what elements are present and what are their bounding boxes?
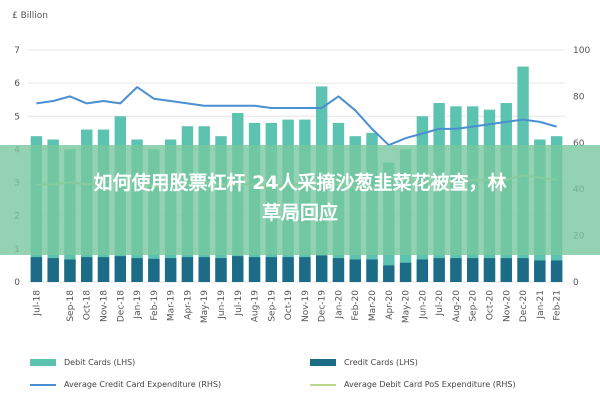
bar-credit xyxy=(215,258,227,282)
bar-credit xyxy=(64,259,76,282)
x-tick-label: Oct-20 xyxy=(486,290,496,321)
legend-item-debit: Debit Cards (LHS) xyxy=(30,358,135,367)
x-tick-label: Oct-18 xyxy=(83,290,93,321)
x-tick-label: Dec-18 xyxy=(116,290,126,322)
line-credit-avg xyxy=(36,86,557,147)
x-tick-label: Dec-19 xyxy=(318,290,328,322)
headline-overlay xyxy=(0,145,600,255)
x-tick-label: May-19 xyxy=(200,290,210,323)
legend-label-credit: Credit Cards (LHS) xyxy=(344,358,418,367)
legend-swatch-credit xyxy=(310,359,336,366)
x-tick-label: Jan-19 xyxy=(133,290,143,320)
legend-label-debit: Debit Cards (LHS) xyxy=(64,358,136,367)
legend-swatch-debit xyxy=(30,359,56,366)
bar-credit xyxy=(265,257,278,282)
bar-credit xyxy=(47,258,59,282)
bar-credit xyxy=(81,257,93,282)
x-tick-label: Jul-20 xyxy=(435,290,445,317)
x-tick-label: Dec-20 xyxy=(519,290,529,322)
bar-credit xyxy=(282,257,294,282)
x-tick-label: Sep-19 xyxy=(267,290,277,322)
bar-credit xyxy=(366,259,378,282)
bar-credit xyxy=(131,258,143,282)
bar-credit xyxy=(232,256,244,282)
y-right-tick-label: 80 xyxy=(573,92,585,102)
bar-credit xyxy=(299,257,311,282)
bar-credit xyxy=(383,265,395,282)
legend-item-credit-avg: Average Credit Card Expenditure (RHS) xyxy=(30,380,221,389)
x-tick-label: Apr-19 xyxy=(183,290,193,320)
bar-credit xyxy=(483,258,496,282)
x-tick-label: May-20 xyxy=(402,290,412,323)
x-tick-label: Aug-20 xyxy=(452,290,462,323)
x-tick-label: Sep-20 xyxy=(469,290,479,322)
x-tick-label: Jun-19 xyxy=(217,290,227,320)
bar-credit xyxy=(181,257,194,282)
x-tick-label: Jun-20 xyxy=(418,290,428,320)
y-left-tick-label: 6 xyxy=(14,79,20,89)
y-right-tick-label: 0 xyxy=(573,278,579,288)
y-left-tick-label: 7 xyxy=(14,46,20,56)
bar-credit xyxy=(399,262,412,282)
axes: 01234567020406080100Jul-18Sep-18Oct-18No… xyxy=(14,46,590,323)
bar-credit xyxy=(534,260,546,282)
x-tick-label: Nov-18 xyxy=(100,290,110,322)
bar-credit xyxy=(466,258,479,282)
x-tick-label: Feb-21 xyxy=(553,290,563,321)
x-tick-label: Mar-20 xyxy=(368,290,378,321)
x-tick-label: Aug-19 xyxy=(251,290,261,323)
x-tick-label: Nov-20 xyxy=(502,290,512,322)
legend: Debit Cards (LHS) Credit Cards (LHS) Ave… xyxy=(30,358,590,398)
bar-credit xyxy=(500,258,512,282)
y-left-tick-label: 0 xyxy=(14,278,20,288)
bar-credit xyxy=(416,259,429,282)
x-tick-label: Jul-18 xyxy=(32,290,42,317)
legend-item-credit: Credit Cards (LHS) xyxy=(310,358,418,367)
bar-credit xyxy=(315,255,328,282)
bar-credit xyxy=(164,258,177,282)
bar-credit xyxy=(248,257,261,282)
legend-swatch-debit-avg xyxy=(310,383,336,386)
y-right-tick-label: 60 xyxy=(573,139,585,149)
headline-line-2: 草局回应 xyxy=(261,202,338,224)
bar-credit xyxy=(198,257,210,282)
bar-credit xyxy=(332,258,345,282)
bar-credit xyxy=(97,257,110,282)
bar-credit xyxy=(450,258,462,282)
headline-text: 如何使用股票杠杆 24人采摘沙葱韭菜花被查，林 草局回应 xyxy=(10,168,590,228)
x-tick-label: Sep-18 xyxy=(66,290,76,322)
bar-credit xyxy=(148,258,160,282)
x-tick-label: Feb-19 xyxy=(150,290,160,321)
y-right-tick-label: 100 xyxy=(573,46,590,56)
bar-credit xyxy=(517,258,529,282)
legend-label-credit-avg: Average Credit Card Expenditure (RHS) xyxy=(64,380,222,389)
bar-credit xyxy=(349,259,361,282)
x-tick-label: Nov-19 xyxy=(301,290,311,322)
bar-credit xyxy=(550,260,563,282)
bar-credit xyxy=(30,257,43,282)
legend-label-debit-avg: Average Debit Card PoS Expenditure (RHS) xyxy=(344,380,516,389)
y-left-tick-label: 5 xyxy=(14,112,20,122)
x-tick-label: Apr-20 xyxy=(385,290,395,320)
headline-line-1: 如何使用股票杠杆 24人采摘沙葱韭菜花被查，林 xyxy=(93,172,507,194)
x-tick-label: Feb-20 xyxy=(351,290,361,321)
x-tick-label: Mar-19 xyxy=(167,290,177,321)
legend-swatch-credit-avg xyxy=(30,383,56,386)
legend-item-debit-avg: Average Debit Card PoS Expenditure (RHS) xyxy=(310,380,516,389)
bar-credit xyxy=(114,256,127,282)
x-tick-label: Jan-21 xyxy=(536,290,546,320)
bar-credit xyxy=(433,258,445,282)
y-axis-unit-label: £ Billion xyxy=(12,11,48,21)
x-tick-label: Oct-19 xyxy=(284,290,294,321)
x-tick-label: Jul-19 xyxy=(234,290,244,317)
x-tick-label: Jan-20 xyxy=(335,290,345,320)
